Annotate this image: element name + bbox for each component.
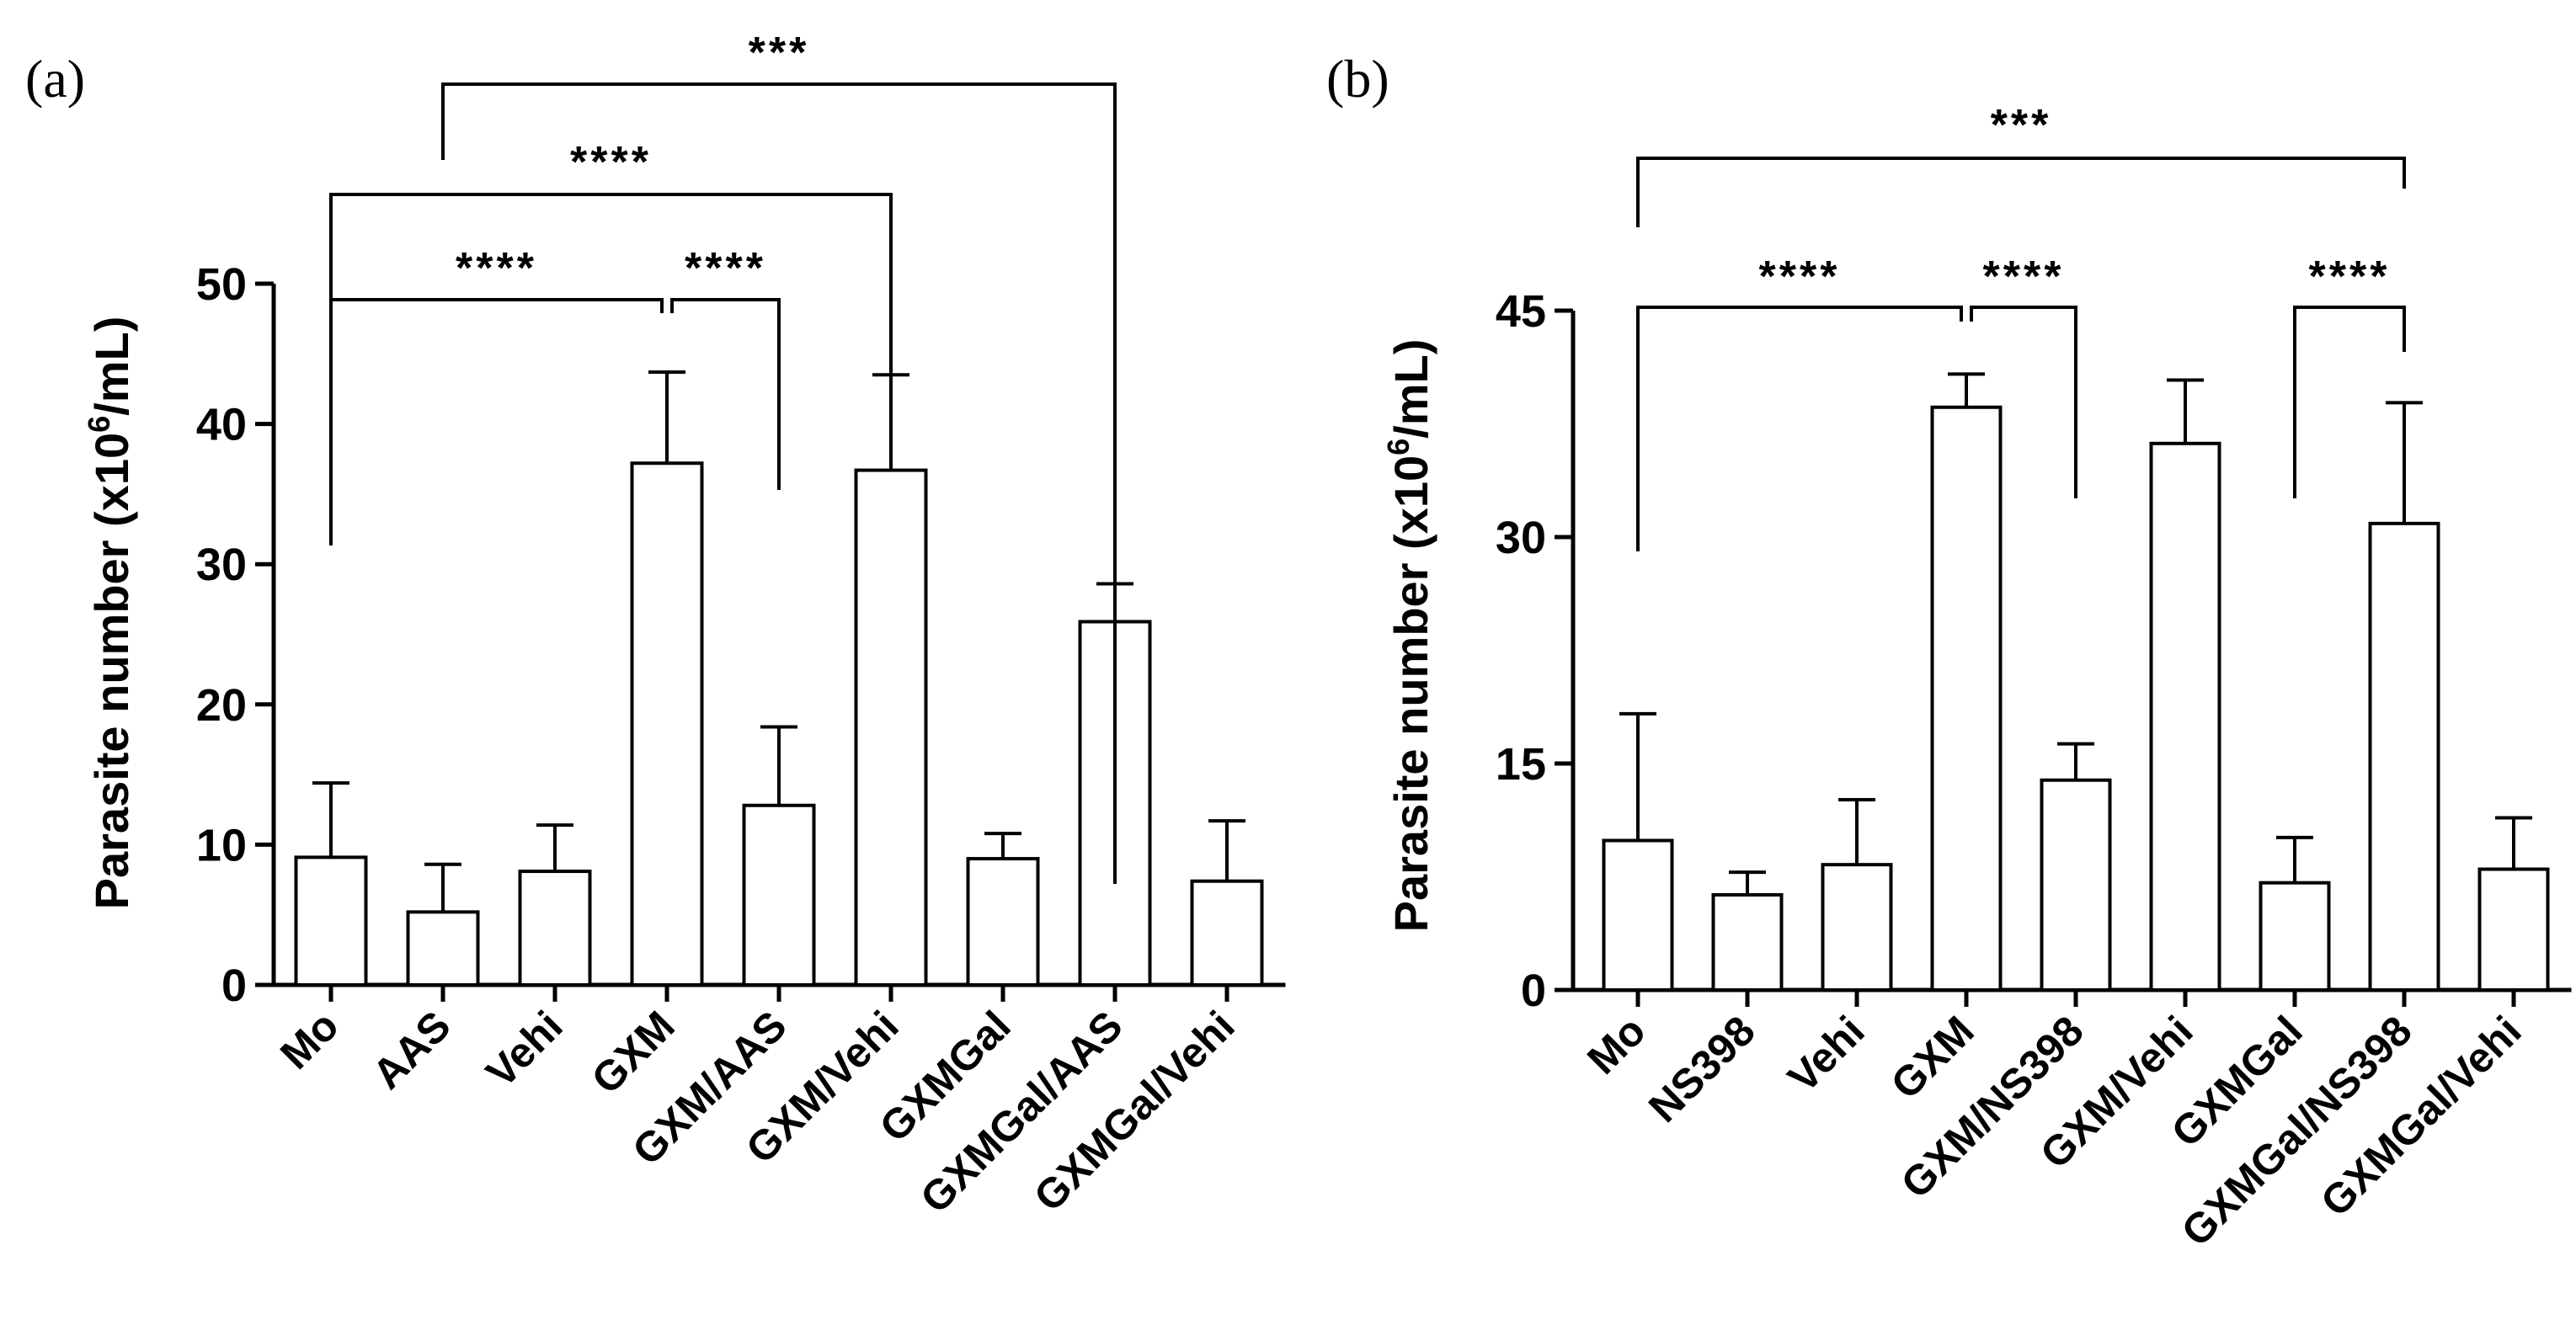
panel-b-bar-gxm — [1930, 405, 2003, 992]
panel-a-ytick-label: 0 — [221, 961, 247, 1011]
panel-b-significance-label: **** — [1759, 253, 1841, 301]
panel-a-significance-label: *** — [749, 29, 810, 77]
panel-b-ylabel: Parasite number (x106/mL) — [1381, 339, 1437, 933]
panel-a: (a) Parasite number (x106/mL) 0 10 20 30 40 5… — [25, 29, 1286, 1222]
panel-a-significance-label: **** — [456, 244, 537, 293]
panel-a-bar-gxmgal-vehi — [1190, 879, 1264, 987]
panel-b-category-label: Vehi — [1779, 1007, 1873, 1101]
panel-b-category-label: NS398 — [1640, 1007, 1764, 1131]
panel-a-ytick-label: 10 — [196, 820, 247, 870]
panel-b-significance-label: **** — [2309, 253, 2391, 301]
panel-b-significance-bracket: **** — [2293, 253, 2406, 498]
panel-a-ytick-label: 20 — [196, 680, 247, 731]
panel-a-category-label: Vehi — [477, 1002, 571, 1096]
panel-a-bracket-path — [441, 82, 1117, 884]
panel-a-bar-aas — [406, 910, 480, 987]
panel-a-category-label: Mo — [271, 1002, 348, 1078]
panel-a-category-label: GXM — [583, 1002, 684, 1103]
panel-b-bracket-path — [1636, 306, 1963, 551]
panel-b-ytick-label: 30 — [1496, 513, 1546, 563]
panel-b-bar-gxmgal-ns398 — [2368, 521, 2440, 992]
panel-a-bar-vehi — [518, 870, 592, 987]
panel-b-bar-vehi — [1821, 863, 1893, 992]
panel-b-bar-mo — [1602, 838, 1674, 992]
panel-b-ytick-label: 45 — [1496, 286, 1546, 337]
panel-a-category-label: GXMGal/AAS — [911, 1002, 1132, 1222]
panel-b-significance-bracket: **** — [1970, 253, 2077, 498]
panel-b-significance-bracket: **** — [1636, 253, 1963, 551]
panel-a-ylabel: Parasite number (x106/mL) — [82, 317, 138, 910]
panel-a-bar-gxm-aas — [742, 803, 816, 987]
panel-b-significance-label: **** — [1983, 253, 2065, 301]
panel-b-bracket-path — [1636, 157, 2406, 227]
panel-a-bar-gxm — [630, 461, 704, 987]
panel-a-bar-gxm-vehi — [854, 468, 928, 987]
panel-a-significance-label: **** — [570, 138, 652, 187]
panel-b-label: (b) — [1326, 49, 1389, 109]
panel-b-bar-gxmgal-vehi — [2477, 867, 2550, 992]
panel-b: (b) Parasite number (x106/mL) 0 15 30 45 MoN… — [1326, 49, 2572, 1255]
panel-a-significance-label: **** — [685, 244, 766, 293]
panel-b-bracket-path — [2293, 306, 2406, 498]
panel-a-label: (a) — [25, 49, 85, 109]
panel-b-category-label: GXM — [1882, 1007, 1983, 1108]
panel-b-bar-gxmgal — [2259, 881, 2331, 992]
panel-a-significance-bracket: **** — [329, 138, 893, 545]
panel-b-category-label: Mo — [1578, 1007, 1655, 1083]
panel-a-bar-mo — [294, 855, 368, 987]
panel-b-bar-gxm-ns398 — [2040, 778, 2112, 992]
panel-a-category-label: AAS — [364, 1002, 460, 1098]
panel-b-significance-label: *** — [1991, 101, 2052, 150]
panel-b-bar-gxm-vehi — [2149, 441, 2221, 992]
panel-a-bar-gxmgal — [966, 857, 1040, 987]
panel-a-significance-bracket: *** — [441, 29, 1117, 884]
panel-a-bracket-path — [329, 193, 893, 545]
panel-a-ytick-label: 40 — [196, 400, 247, 450]
panel-b-ytick-label: 15 — [1496, 739, 1546, 790]
panel-b-ytick-label: 0 — [1521, 966, 1546, 1016]
panel-b-significance-bracket: *** — [1636, 101, 2406, 227]
panel-a-ytick-label: 30 — [196, 540, 247, 590]
panel-b-bracket-path — [1970, 306, 2077, 498]
panel-a-significance-bracket: **** — [329, 244, 664, 545]
panel-a-significance-bracket: **** — [670, 244, 781, 490]
panel-b-bar-ns398 — [1711, 893, 1784, 992]
panel-a-bracket-path — [329, 298, 664, 545]
panel-a-category-label: GXMGal/Vehi — [1025, 1002, 1244, 1221]
panel-a-ytick-label: 50 — [196, 259, 247, 310]
panel-a-bracket-path — [670, 298, 781, 490]
